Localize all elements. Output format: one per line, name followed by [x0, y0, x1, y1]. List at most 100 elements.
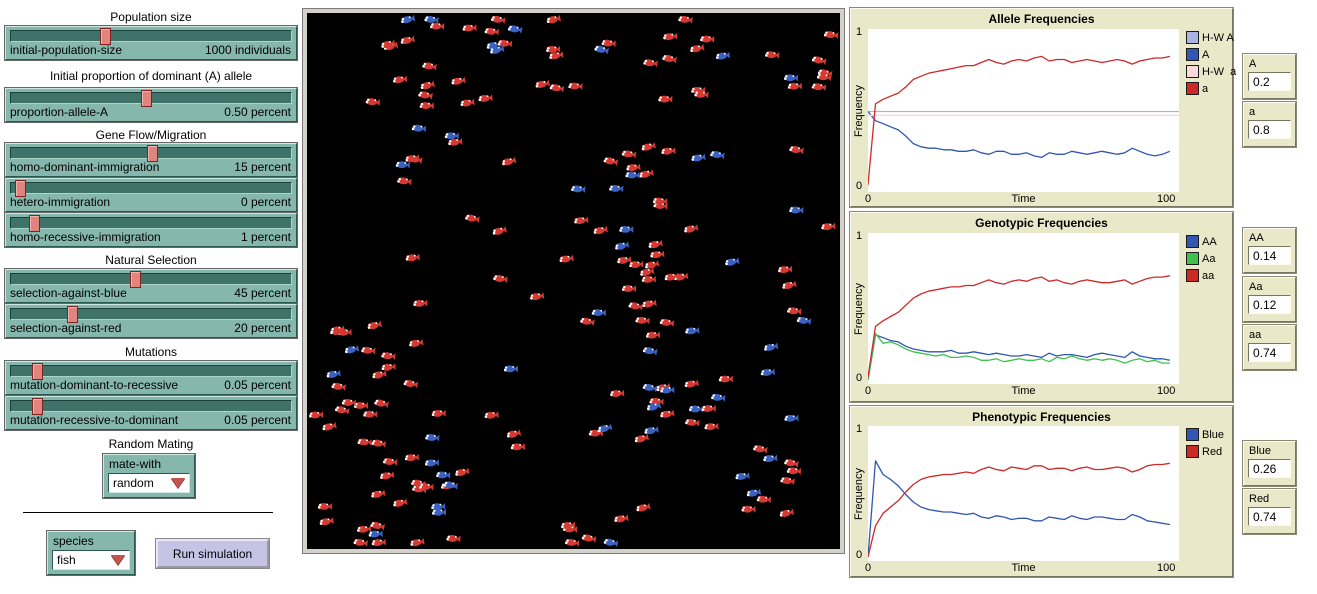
fish-sprite — [588, 429, 603, 437]
fish-sprite — [642, 383, 658, 393]
slider-mutation-dominant-to-recessive[interactable]: mutation-dominant-to-recessive 0.05 perce… — [5, 361, 297, 395]
monitor-value: 0.26 — [1248, 459, 1291, 478]
fish-sprite — [365, 98, 381, 107]
fish-sprite — [621, 285, 637, 293]
slider-label: hetero-immigration — [10, 195, 111, 209]
slider-thumb[interactable] — [31, 398, 43, 415]
plot-panel-phenotypic-frequencies: Phenotypic Frequencies 1 0 Frequency 0 Time 10… — [850, 406, 1233, 577]
fish-sprite — [789, 206, 804, 214]
slider-proportion-allele-A[interactable]: proportion-allele-A 0.50 percent — [5, 88, 297, 122]
fish-sprite — [357, 525, 372, 533]
run-simulation-button[interactable]: Run simulation — [156, 539, 269, 568]
slider-thumb[interactable] — [100, 28, 112, 45]
fish-sprite — [718, 375, 733, 383]
fish-sprite — [507, 25, 523, 34]
fish-sprite — [661, 147, 676, 155]
fish-sprite — [639, 169, 654, 178]
fish-sprite — [659, 318, 675, 327]
slider-caption-row: proportion-allele-A 0.50 percent — [10, 105, 291, 119]
slider-selection-against-red[interactable]: selection-against-red 20 percent — [5, 304, 297, 338]
fish-sprite — [510, 443, 525, 451]
slider-track[interactable] — [10, 400, 292, 412]
slider-homo-dominant-immigration[interactable]: homo-dominant-immigration 15 percent — [5, 143, 297, 177]
slider-track[interactable] — [10, 182, 292, 194]
slider-homo-recessive-immigration[interactable]: homo-recessive-immigration 1 percent — [5, 213, 297, 247]
fish-sprite — [380, 471, 395, 480]
series-line-aa — [867, 275, 1171, 378]
monitor-value: 0.8 — [1248, 120, 1291, 139]
fish-sprite — [617, 256, 632, 264]
fish-sprite — [694, 90, 709, 99]
slider-track[interactable] — [10, 365, 292, 377]
fish-sprite — [561, 521, 576, 529]
fish-sprite — [322, 421, 337, 431]
x-tick-max: 100 — [1157, 385, 1176, 397]
world-view-frame — [302, 8, 845, 554]
fish-sprite — [462, 24, 477, 32]
fish-sprite — [700, 35, 715, 43]
section-title-mutations: Mutations — [124, 345, 178, 359]
fish-sprite — [784, 414, 799, 422]
slider-value: 20 percent — [234, 321, 291, 335]
mate-with-select[interactable]: random — [108, 473, 190, 493]
plot-title: Genotypic Frequencies — [975, 216, 1108, 230]
monitor-AA: AA 0.14 — [1243, 228, 1296, 273]
fish-sprite — [780, 477, 795, 486]
fish-sprite — [783, 74, 799, 82]
fish-sprite — [395, 161, 410, 169]
slider-mutation-recessive-to-dominant[interactable]: mutation-recessive-to-dominant 0.05 perce… — [5, 396, 297, 430]
fish-sprite — [546, 45, 561, 53]
slider-thumb[interactable] — [67, 306, 79, 323]
fish-sprite — [317, 502, 332, 510]
mate-with-chooser[interactable]: mate-with random — [103, 454, 195, 498]
species-chooser[interactable]: species fish — [47, 531, 135, 575]
fish-sprite — [649, 397, 664, 406]
slider-label: homo-recessive-immigration — [10, 230, 161, 244]
slider-selection-against-blue[interactable]: selection-against-blue 45 percent — [5, 269, 297, 303]
fish-population-layer — [309, 14, 839, 548]
slider-track[interactable] — [10, 273, 292, 285]
slider-track[interactable] — [10, 217, 292, 229]
slider-thumb[interactable] — [146, 145, 158, 162]
slider-initial-population-size[interactable]: initial-population-size 1000 individuals — [5, 26, 297, 60]
slider-hetero-immigration[interactable]: hetero-immigration 0 percent — [5, 178, 297, 212]
fish-sprite — [644, 426, 659, 435]
chevron-down-icon — [111, 555, 125, 565]
fish-sprite — [422, 62, 437, 71]
fish-sprite — [636, 502, 651, 512]
fish-sprite — [497, 39, 513, 48]
fish-sprite — [430, 22, 445, 30]
slider-thumb[interactable] — [130, 271, 142, 288]
fish-sprite — [568, 82, 583, 90]
legend-item: Red — [1186, 443, 1224, 460]
fish-sprite — [660, 386, 675, 394]
fish-sprite — [405, 253, 420, 262]
legend-label: aa — [1202, 269, 1215, 282]
fish-sprite — [641, 275, 656, 283]
fish-sprite — [609, 185, 624, 193]
slider-track[interactable] — [10, 30, 292, 42]
slider-thumb[interactable] — [141, 90, 153, 107]
slider-thumb[interactable] — [29, 215, 41, 232]
slider-thumb[interactable] — [31, 363, 43, 380]
fish-sprite — [787, 307, 802, 316]
legend-swatch-icon — [1186, 82, 1199, 95]
fish-sprite — [821, 222, 836, 231]
legend-swatch-icon — [1186, 428, 1199, 441]
fish-sprite — [782, 280, 797, 290]
slider-track[interactable] — [10, 308, 292, 320]
fish-sprite — [353, 538, 369, 547]
fish-sprite — [344, 345, 360, 354]
species-select[interactable]: fish — [52, 550, 130, 570]
plot-panel-allele-frequencies: Allele Frequencies 1 0 Frequency 0 Time 100 H-W… — [850, 8, 1236, 207]
fish-sprite — [650, 250, 665, 259]
slider-thumb[interactable] — [15, 180, 27, 197]
slider-label: selection-against-red — [10, 321, 122, 335]
fish-sprite — [341, 399, 357, 407]
fish-sprite — [535, 79, 550, 88]
fish-sprite — [796, 316, 812, 325]
fish-sprite — [823, 31, 839, 39]
fish-sprite — [789, 146, 804, 155]
fish-sprite — [684, 379, 699, 388]
legend-swatch-icon — [1186, 252, 1199, 265]
